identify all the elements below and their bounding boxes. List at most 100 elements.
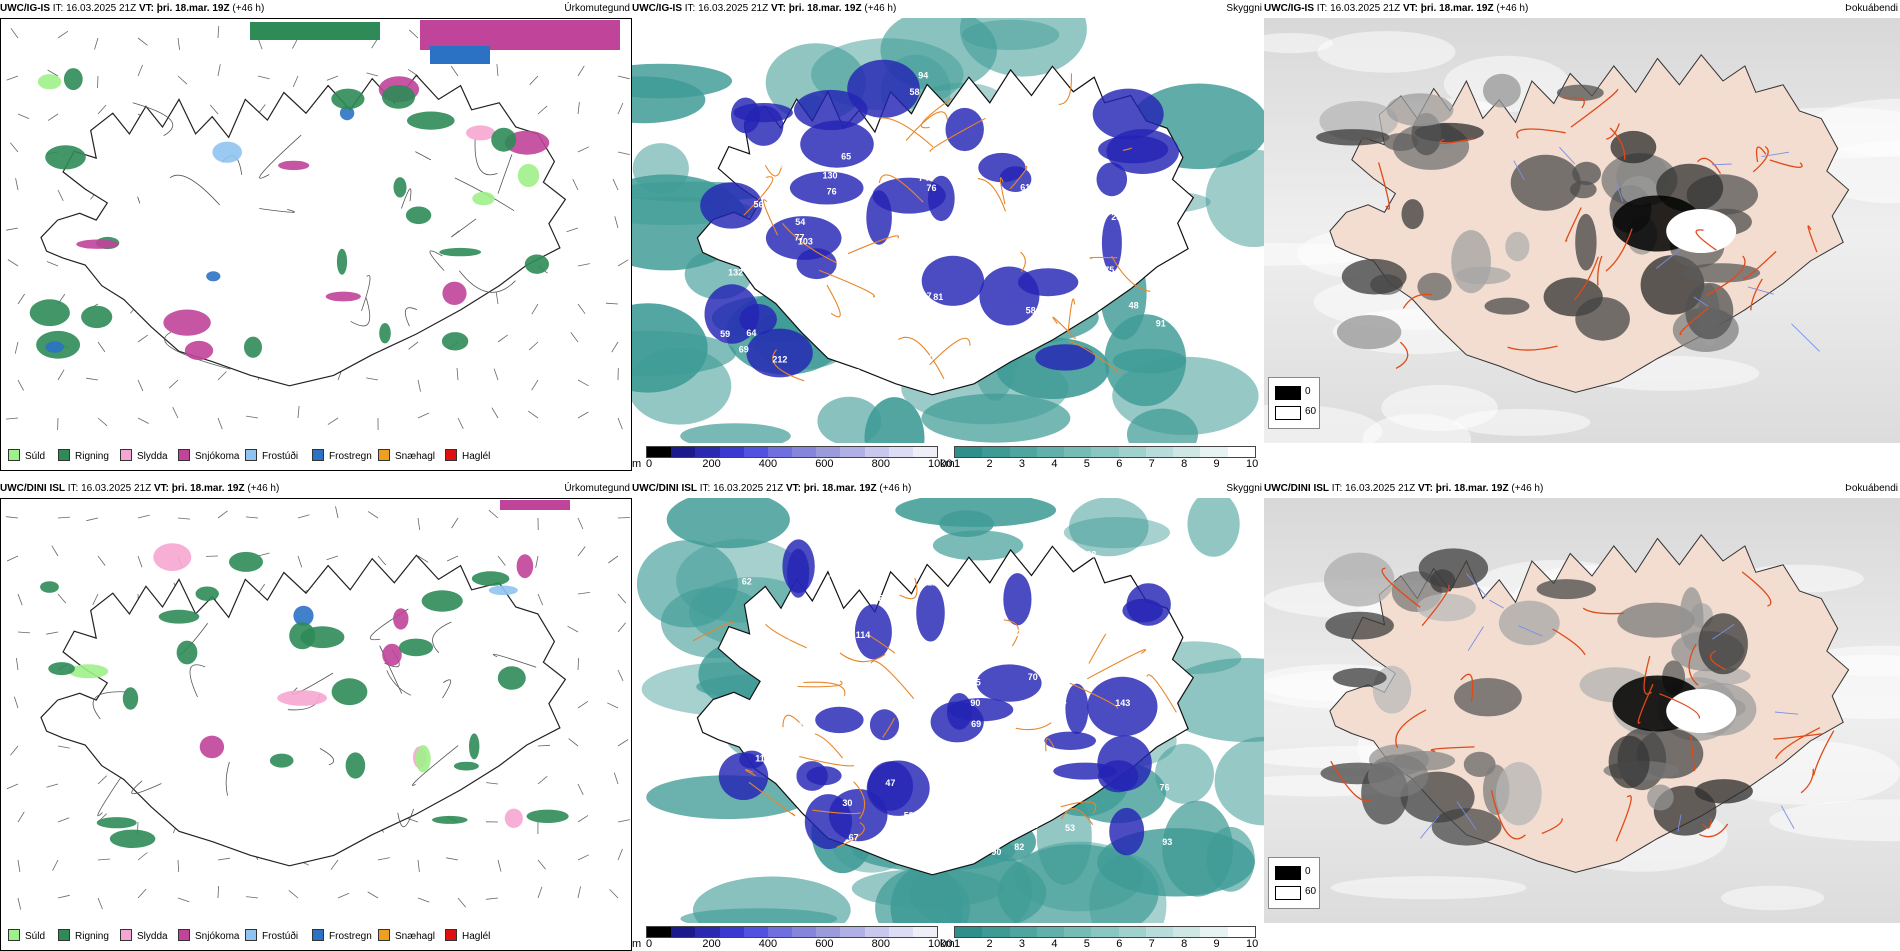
fog-index-area: [1317, 31, 1455, 73]
cloud-base-value: 37: [1043, 702, 1053, 712]
colorbar-segment: [1146, 447, 1173, 457]
cloud-base-value: 38: [1086, 550, 1096, 560]
panel-header: UWC/IG-IS IT: 16.03.2025 21Z VT: þri. 18…: [0, 0, 632, 18]
fog-index-area: [1721, 886, 1824, 911]
cloud-base-value: 998: [1042, 131, 1057, 141]
colorbar-segment: [982, 927, 1009, 937]
fog-index-area: [1682, 263, 1760, 282]
lead-time: (+46 h): [232, 3, 264, 14]
precip-area: [394, 177, 407, 197]
colorbar-segment: [720, 447, 744, 457]
legend-label: Rigning: [75, 931, 109, 942]
lead-time: (+46 h): [247, 483, 279, 494]
fog-index-map[interactable]: [1264, 498, 1900, 923]
colorbar-segment: [671, 927, 695, 937]
model-name: UWC/IG-IS: [0, 3, 50, 14]
panel-header: UWC/DINI ISL IT: 16.03.2025 21Z VT: þri.…: [0, 480, 632, 498]
fog-index-area: [1337, 315, 1401, 349]
cloud-visibility-map[interactable]: 1264390393847674216314390114110828310414…: [632, 498, 1264, 923]
cloud-base-value: 83: [968, 320, 978, 330]
panel-header: UWC/DINI ISL IT: 16.03.2025 21Z VT: þri.…: [1264, 480, 1900, 498]
panel-header: UWC/DINI ISL IT: 16.03.2025 21Z VT: þri.…: [632, 480, 1264, 498]
cloud-base-value: 45: [971, 677, 981, 687]
cloud-base-value: 44: [788, 153, 798, 163]
cloud-base-value: 94: [918, 70, 928, 80]
colorbar-segment: [1119, 927, 1146, 937]
colorbar-segment: [982, 447, 1009, 457]
precip-area: [430, 46, 490, 64]
precip-area: [420, 20, 620, 50]
init-time-label: IT:: [700, 483, 711, 494]
cloud-base-area: [794, 90, 868, 130]
colorbar-segment: [768, 927, 792, 937]
colorbar-segment: [955, 447, 982, 457]
cloud-base-value: 163: [949, 622, 964, 632]
cloud-visibility-map[interactable]: 1361038621210585854378344425676816213458…: [632, 18, 1264, 443]
precip-map[interactable]: [0, 18, 632, 443]
precip-area: [500, 500, 570, 510]
legend-label: Haglél: [462, 451, 490, 462]
cloud-base-value: 53: [1065, 823, 1075, 833]
precip-type-panel: UWC/DINI ISL IT: 16.03.2025 21Z VT: þri.…: [0, 480, 632, 945]
precip-area: [422, 590, 463, 611]
legend-item: Haglél: [445, 449, 490, 463]
visibility-area: [1069, 498, 1149, 556]
legend-swatch: [120, 449, 132, 461]
legend-item: Frostúði: [245, 449, 298, 463]
legend-swatch: [312, 449, 324, 461]
cloud-base-value: 90: [991, 847, 1001, 857]
fog-index-map[interactable]: [1264, 18, 1900, 443]
legend-label: Rigning: [75, 451, 109, 462]
precip-area: [379, 323, 391, 343]
precip-area: [382, 85, 415, 109]
colorbar-segment: [1146, 927, 1173, 937]
cloud-base-value: 25: [1111, 212, 1121, 222]
model-name: UWC/IG-IS: [1264, 3, 1314, 14]
legend-label: Frostregn: [329, 931, 372, 942]
precip-map[interactable]: [0, 498, 632, 923]
cloud-base-area: [979, 267, 1039, 326]
precip-area: [45, 341, 64, 352]
cloud-base-value: 130: [823, 171, 838, 181]
legend-swatch: [58, 449, 70, 461]
init-time: 16.03.2025 21Z: [713, 483, 783, 494]
init-time: 16.03.2025 21Z: [81, 483, 151, 494]
colorbar-scale: [954, 926, 1256, 938]
cloud-base-value: 77: [794, 233, 804, 243]
cloud-base-value: 132: [728, 268, 743, 278]
colorbar-segment: [1200, 927, 1227, 937]
cloud-base-value: 62: [774, 160, 784, 170]
legend-swatch: [445, 929, 457, 941]
colorbar-segment: [955, 927, 982, 937]
colorbar-segment: [1173, 927, 1200, 937]
fog-index-area: [1685, 283, 1733, 339]
cloud-base-value: 70: [1028, 672, 1038, 682]
legend-item: Frostregn: [312, 929, 372, 943]
legend-item: Snjókoma: [178, 929, 239, 943]
precip-area: [212, 142, 242, 163]
colorbar-segment: [720, 927, 744, 937]
cloud-base-value: 82: [1014, 842, 1024, 852]
colorbar-segment: [889, 447, 913, 457]
visibility-tick: 8: [1181, 938, 1187, 950]
init-time-label: IT:: [53, 3, 64, 14]
visibility-tick: 4: [1051, 938, 1057, 950]
cloud-base-value: 50: [839, 208, 849, 218]
legend-item: Frostúði: [245, 929, 298, 943]
precip-area: [326, 292, 361, 302]
cloud-base-value: 105: [1047, 724, 1062, 734]
fog-index-area: [1454, 678, 1522, 716]
visibility-tick: 8: [1181, 458, 1187, 470]
precip-area: [123, 687, 138, 709]
precip-area: [45, 145, 86, 169]
cloud-base-tick: 0: [646, 938, 652, 950]
fog-index-area: [1333, 668, 1387, 687]
cloud-base-tick: 400: [759, 458, 777, 470]
precip-area: [332, 678, 368, 705]
precip-area: [185, 341, 213, 360]
colorbar-unit: m: [632, 938, 641, 950]
cloud-base-tick: 600: [815, 938, 833, 950]
precip-area: [527, 810, 569, 823]
visibility-tick: 10: [1246, 458, 1258, 470]
